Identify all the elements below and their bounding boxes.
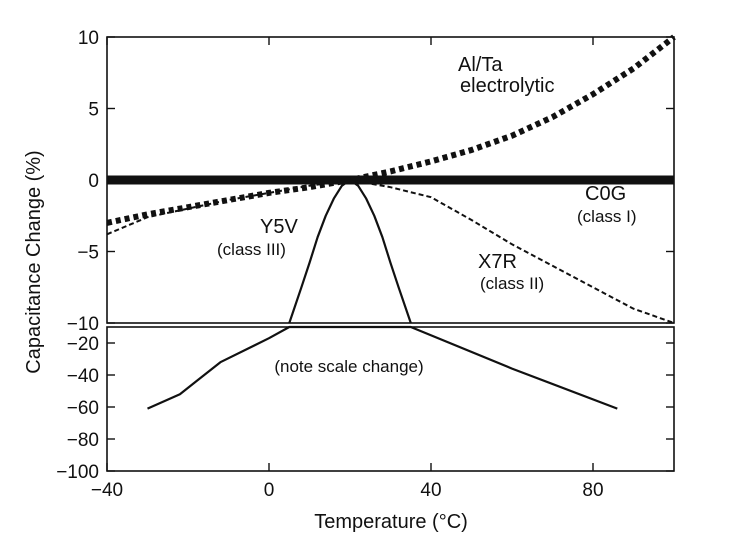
series-line-al-ta	[106, 34, 676, 226]
series-line-y5v-lower	[147, 325, 618, 410]
series-line-y5v	[288, 178, 412, 324]
lower-y-tick-label: −40	[67, 366, 99, 387]
altantalum-label: Al/Ta	[458, 54, 503, 76]
lower-y-axis: −20 −40 −60 −80 −100	[56, 334, 674, 483]
upper-y-tick-label: 0	[88, 171, 99, 192]
x-axis-title: Temperature (°C)	[314, 511, 468, 533]
lower-y-tick-label: −60	[67, 398, 99, 419]
x-axis: −40 0 40 80	[91, 37, 604, 501]
c0g-label: C0G	[585, 183, 626, 205]
series-group	[106, 34, 676, 410]
lower-y-tick-label: −80	[67, 430, 99, 451]
x7r-class-label: (class II)	[480, 274, 544, 293]
y5v-class-label: (class III)	[217, 240, 286, 259]
lower-y-tick-label: −20	[67, 334, 99, 355]
y-axis-title: Capacitance Change (%)	[23, 150, 45, 373]
lower-y-tick-label: −100	[56, 462, 99, 483]
y5v-label: Y5V	[260, 216, 298, 238]
electrolytic-label: electrolytic	[460, 75, 554, 97]
x7r-label: X7R	[478, 251, 517, 273]
x-tick-label: 80	[582, 480, 603, 501]
scale-change-note: (note scale change)	[274, 357, 423, 376]
x-tick-label: 40	[420, 480, 441, 501]
x-tick-label: −40	[91, 480, 123, 501]
series-line-x7r	[106, 178, 675, 324]
upper-y-tick-label: −5	[77, 243, 99, 264]
upper-y-tick-label: 10	[78, 28, 99, 49]
x-tick-label: 0	[264, 480, 275, 501]
upper-y-tick-label: −10	[67, 314, 99, 335]
c0g-class-label: (class I)	[577, 207, 637, 226]
upper-y-axis: 10 5 0 −5 −10	[67, 28, 674, 335]
upper-y-tick-label: 5	[88, 100, 99, 121]
